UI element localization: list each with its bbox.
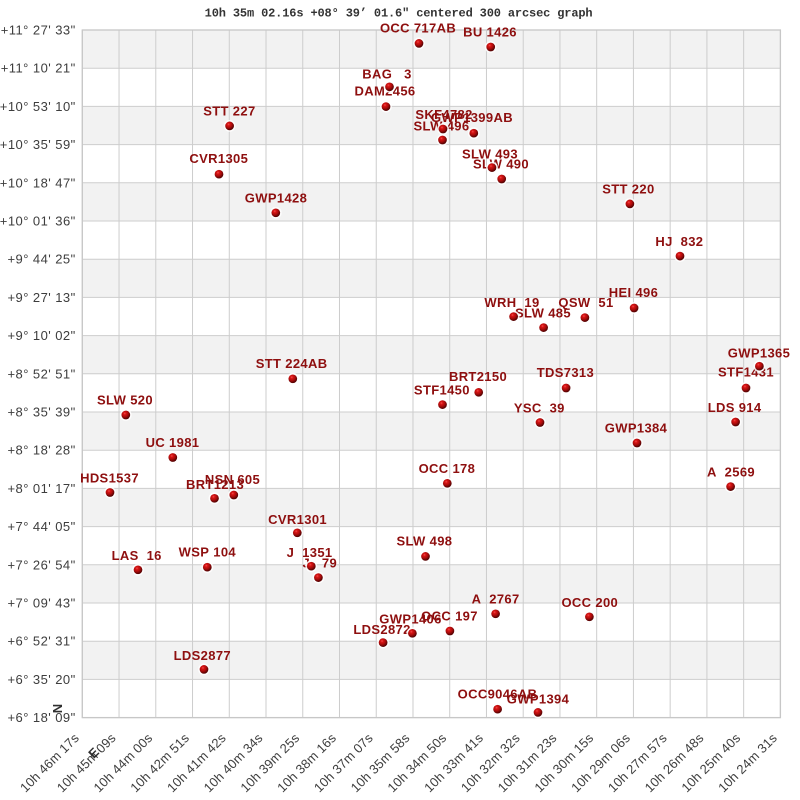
svg-text:HEI 496: HEI 496 (609, 285, 658, 300)
svg-text:LDS2877: LDS2877 (174, 648, 231, 663)
svg-text:SLW 520: SLW 520 (97, 393, 153, 408)
svg-text:CVR1301: CVR1301 (268, 512, 327, 527)
svg-text:YSC 39: YSC 39 (514, 401, 565, 416)
svg-text:STT 220: STT 220 (602, 182, 654, 197)
svg-text:SKF4782: SKF4782 (415, 107, 472, 122)
svg-text:UC 1981: UC 1981 (146, 435, 200, 450)
svg-text:+9° 44' 25": +9° 44' 25" (7, 252, 75, 267)
svg-text:+6° 35' 20": +6° 35' 20" (7, 672, 75, 687)
svg-text:+11° 10' 21": +11° 10' 21" (1, 61, 76, 76)
svg-text:GWP1406: GWP1406 (379, 612, 441, 627)
svg-text:HJ 832: HJ 832 (655, 234, 703, 249)
svg-text:GWP1428: GWP1428 (245, 191, 307, 206)
svg-text:BRT2150: BRT2150 (449, 369, 507, 384)
svg-text:+9° 27' 13": +9° 27' 13" (7, 290, 75, 305)
svg-text:10h 35m 02.16s +08° 39’ 01.6": 10h 35m 02.16s +08° 39’ 01.6" centered 3… (205, 7, 593, 21)
svg-text:+10° 35' 59": +10° 35' 59" (0, 137, 76, 152)
svg-text:QSW 51: QSW 51 (558, 295, 613, 310)
svg-text:+8° 52' 51": +8° 52' 51" (7, 366, 75, 381)
svg-text:BAG 3: BAG 3 (362, 66, 411, 81)
svg-text:+7° 26' 54": +7° 26' 54" (7, 557, 75, 572)
svg-text:J 1351: J 1351 (287, 545, 333, 560)
svg-text:NSN 605: NSN 605 (205, 472, 260, 487)
svg-text:+6° 52' 31": +6° 52' 31" (7, 634, 75, 649)
svg-text:+10° 18' 47": +10° 18' 47" (0, 175, 76, 190)
svg-text:WSP 104: WSP 104 (179, 544, 237, 559)
svg-text:BU 1426: BU 1426 (463, 25, 517, 40)
svg-text:SLW 493: SLW 493 (462, 147, 518, 162)
svg-text:OCC 200: OCC 200 (561, 595, 618, 610)
svg-text:DAM2456: DAM2456 (355, 84, 416, 99)
svg-text:+10° 53' 10": +10° 53' 10" (0, 99, 76, 114)
svg-text:N: N (50, 704, 65, 713)
svg-text:+7° 44' 05": +7° 44' 05" (7, 519, 75, 534)
svg-text:GWP1365: GWP1365 (728, 346, 790, 361)
svg-text:STF1450: STF1450 (414, 383, 470, 398)
svg-text:GWP1399AB: GWP1399AB (431, 110, 513, 125)
svg-text:HDS1537: HDS1537 (80, 471, 139, 486)
svg-text:STT 224AB: STT 224AB (256, 356, 328, 371)
svg-text:SLW 490: SLW 490 (473, 157, 529, 172)
svg-text:STT 227: STT 227 (203, 104, 255, 119)
svg-text:SLW 498: SLW 498 (396, 533, 452, 548)
svg-text:SLW 485: SLW 485 (515, 306, 571, 321)
svg-text:OCC 178: OCC 178 (419, 461, 476, 476)
svg-text:+8° 01' 17": +8° 01' 17" (7, 481, 75, 496)
svg-text:+8° 18' 28": +8° 18' 28" (7, 443, 75, 458)
svg-text:LDS 914: LDS 914 (708, 400, 762, 415)
svg-text:GWP1384: GWP1384 (605, 421, 668, 436)
svg-text:BRT1213: BRT1213 (186, 477, 244, 492)
svg-text:TDS7313: TDS7313 (537, 365, 594, 380)
svg-text:LAS 16: LAS 16 (112, 548, 162, 563)
svg-text:OCC9046AB: OCC9046AB (458, 687, 538, 702)
svg-text:+7° 09' 43": +7° 09' 43" (7, 596, 75, 611)
svg-text:A 2569: A 2569 (707, 465, 755, 480)
svg-text:A 2767: A 2767 (472, 592, 520, 607)
svg-text:GWP1394: GWP1394 (507, 692, 570, 707)
svg-text:WRH 19: WRH 19 (484, 295, 539, 310)
svg-text:CVR1305: CVR1305 (189, 151, 248, 166)
svg-text:+8° 35' 39": +8° 35' 39" (7, 405, 75, 420)
svg-text:+10° 01' 36": +10° 01' 36" (0, 214, 76, 229)
svg-text:OCC 197: OCC 197 (421, 608, 478, 623)
svg-text:+6° 18' 09": +6° 18' 09" (7, 710, 75, 725)
svg-text:STF1431: STF1431 (718, 365, 774, 380)
svg-text:OCC 717AB: OCC 717AB (380, 21, 456, 36)
svg-text:+11° 27' 33": +11° 27' 33" (1, 23, 76, 38)
svg-text:+9° 10' 02": +9° 10' 02" (7, 328, 75, 343)
svg-text:LDS2872: LDS2872 (353, 622, 410, 637)
